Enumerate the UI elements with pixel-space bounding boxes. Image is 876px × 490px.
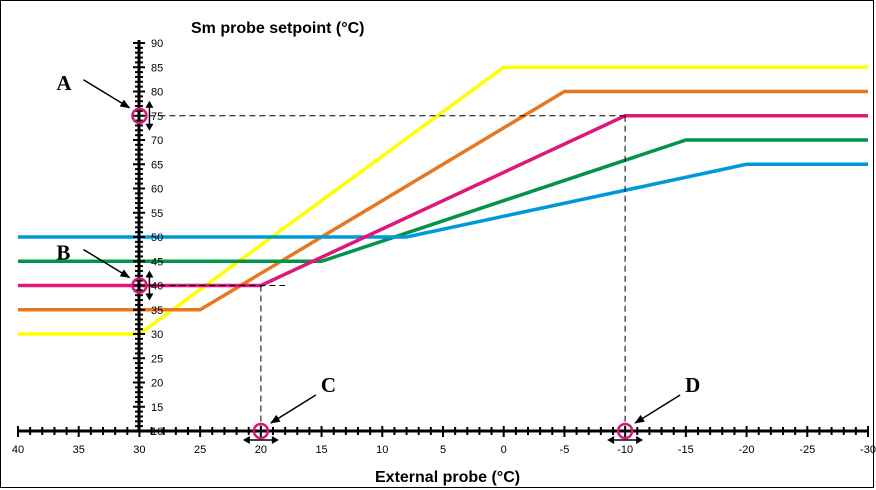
arrow-left-icon [607, 436, 615, 444]
pointer-arrow [83, 248, 131, 279]
marker-circle [131, 107, 148, 124]
arrow-right-icon [636, 436, 644, 444]
y-tick-label: 90 [151, 38, 163, 50]
axis-layer: 40 35 30 25 20 15 10 5 0 -5 -10 -15 -20 -25 -301015202… [12, 38, 876, 456]
y-tick-label: 35 [151, 305, 163, 317]
marker-letter: D [685, 373, 700, 397]
x-tick-label: 30 [133, 444, 145, 456]
marker-circle [131, 277, 148, 294]
x-tick-label: 35 [73, 444, 85, 456]
y-tick-label: 70 [151, 135, 163, 147]
marker-circle [616, 422, 634, 440]
x-tick-label: 0 [501, 444, 507, 456]
x-tick-label: 25 [194, 444, 206, 456]
x-tick-label: -20 [739, 444, 755, 456]
series-layer [18, 65, 868, 336]
y-tick-label: 40 [151, 281, 163, 293]
y-tick-label: 80 [151, 87, 163, 99]
marker-d: D [607, 373, 700, 444]
pointer-arrow [83, 79, 131, 109]
marker-letter: B [56, 241, 70, 265]
x-axis-title: External probe (°C) [375, 469, 520, 486]
arrow-up-icon [145, 100, 154, 108]
x-tick-label: 15 [315, 444, 327, 456]
marker-letter: C [321, 373, 336, 397]
x-tick-label: -15 [678, 444, 694, 456]
x-tick-label: 20 [255, 444, 267, 456]
x-tick-label: 40 [12, 444, 24, 456]
marker-circle [252, 422, 270, 440]
chart-title: Sm probe setpoint (°C) [191, 20, 365, 37]
x-tick-label: -30 [860, 444, 876, 456]
y-tick-label: 65 [151, 159, 163, 171]
pointer-arrow [270, 394, 317, 424]
y-tick-label: 15 [151, 402, 163, 414]
y-tick-label: 45 [151, 256, 163, 268]
marker-a: A [56, 71, 154, 131]
y-tick-label: 20 [151, 378, 163, 390]
y-tick-label: 10 [151, 426, 163, 438]
x-tick-label: -25 [799, 444, 815, 456]
series-line-3 [18, 138, 868, 264]
x-tick-label: -5 [560, 444, 570, 456]
arrow-right-icon [271, 436, 279, 444]
arrow-down-icon [145, 123, 154, 131]
y-tick-label: 30 [151, 329, 163, 341]
series-line-1 [18, 65, 868, 336]
guide-layer [139, 115, 626, 431]
marker-layer: A B C D [56, 71, 700, 444]
y-tick-label: 55 [151, 208, 163, 220]
x-tick-label: 10 [376, 444, 388, 456]
pointer-arrow [634, 394, 681, 424]
y-tick-label: 60 [151, 184, 163, 196]
y-tick-label: 50 [151, 232, 163, 244]
y-tick-label: 85 [151, 62, 163, 74]
x-tick-label: 5 [440, 444, 446, 456]
marker-b: B [56, 241, 154, 301]
y-tick-label: 75 [151, 111, 163, 123]
arrow-left-icon [242, 436, 250, 444]
arrow-down-icon [145, 293, 154, 301]
y-tick-label: 25 [151, 353, 163, 365]
arrow-up-icon [145, 270, 154, 278]
x-tick-label: -10 [617, 444, 633, 456]
series-line-4 [18, 162, 868, 239]
marker-letter: A [56, 71, 72, 95]
series-line-2 [18, 89, 868, 312]
marker-c: C [242, 373, 336, 444]
